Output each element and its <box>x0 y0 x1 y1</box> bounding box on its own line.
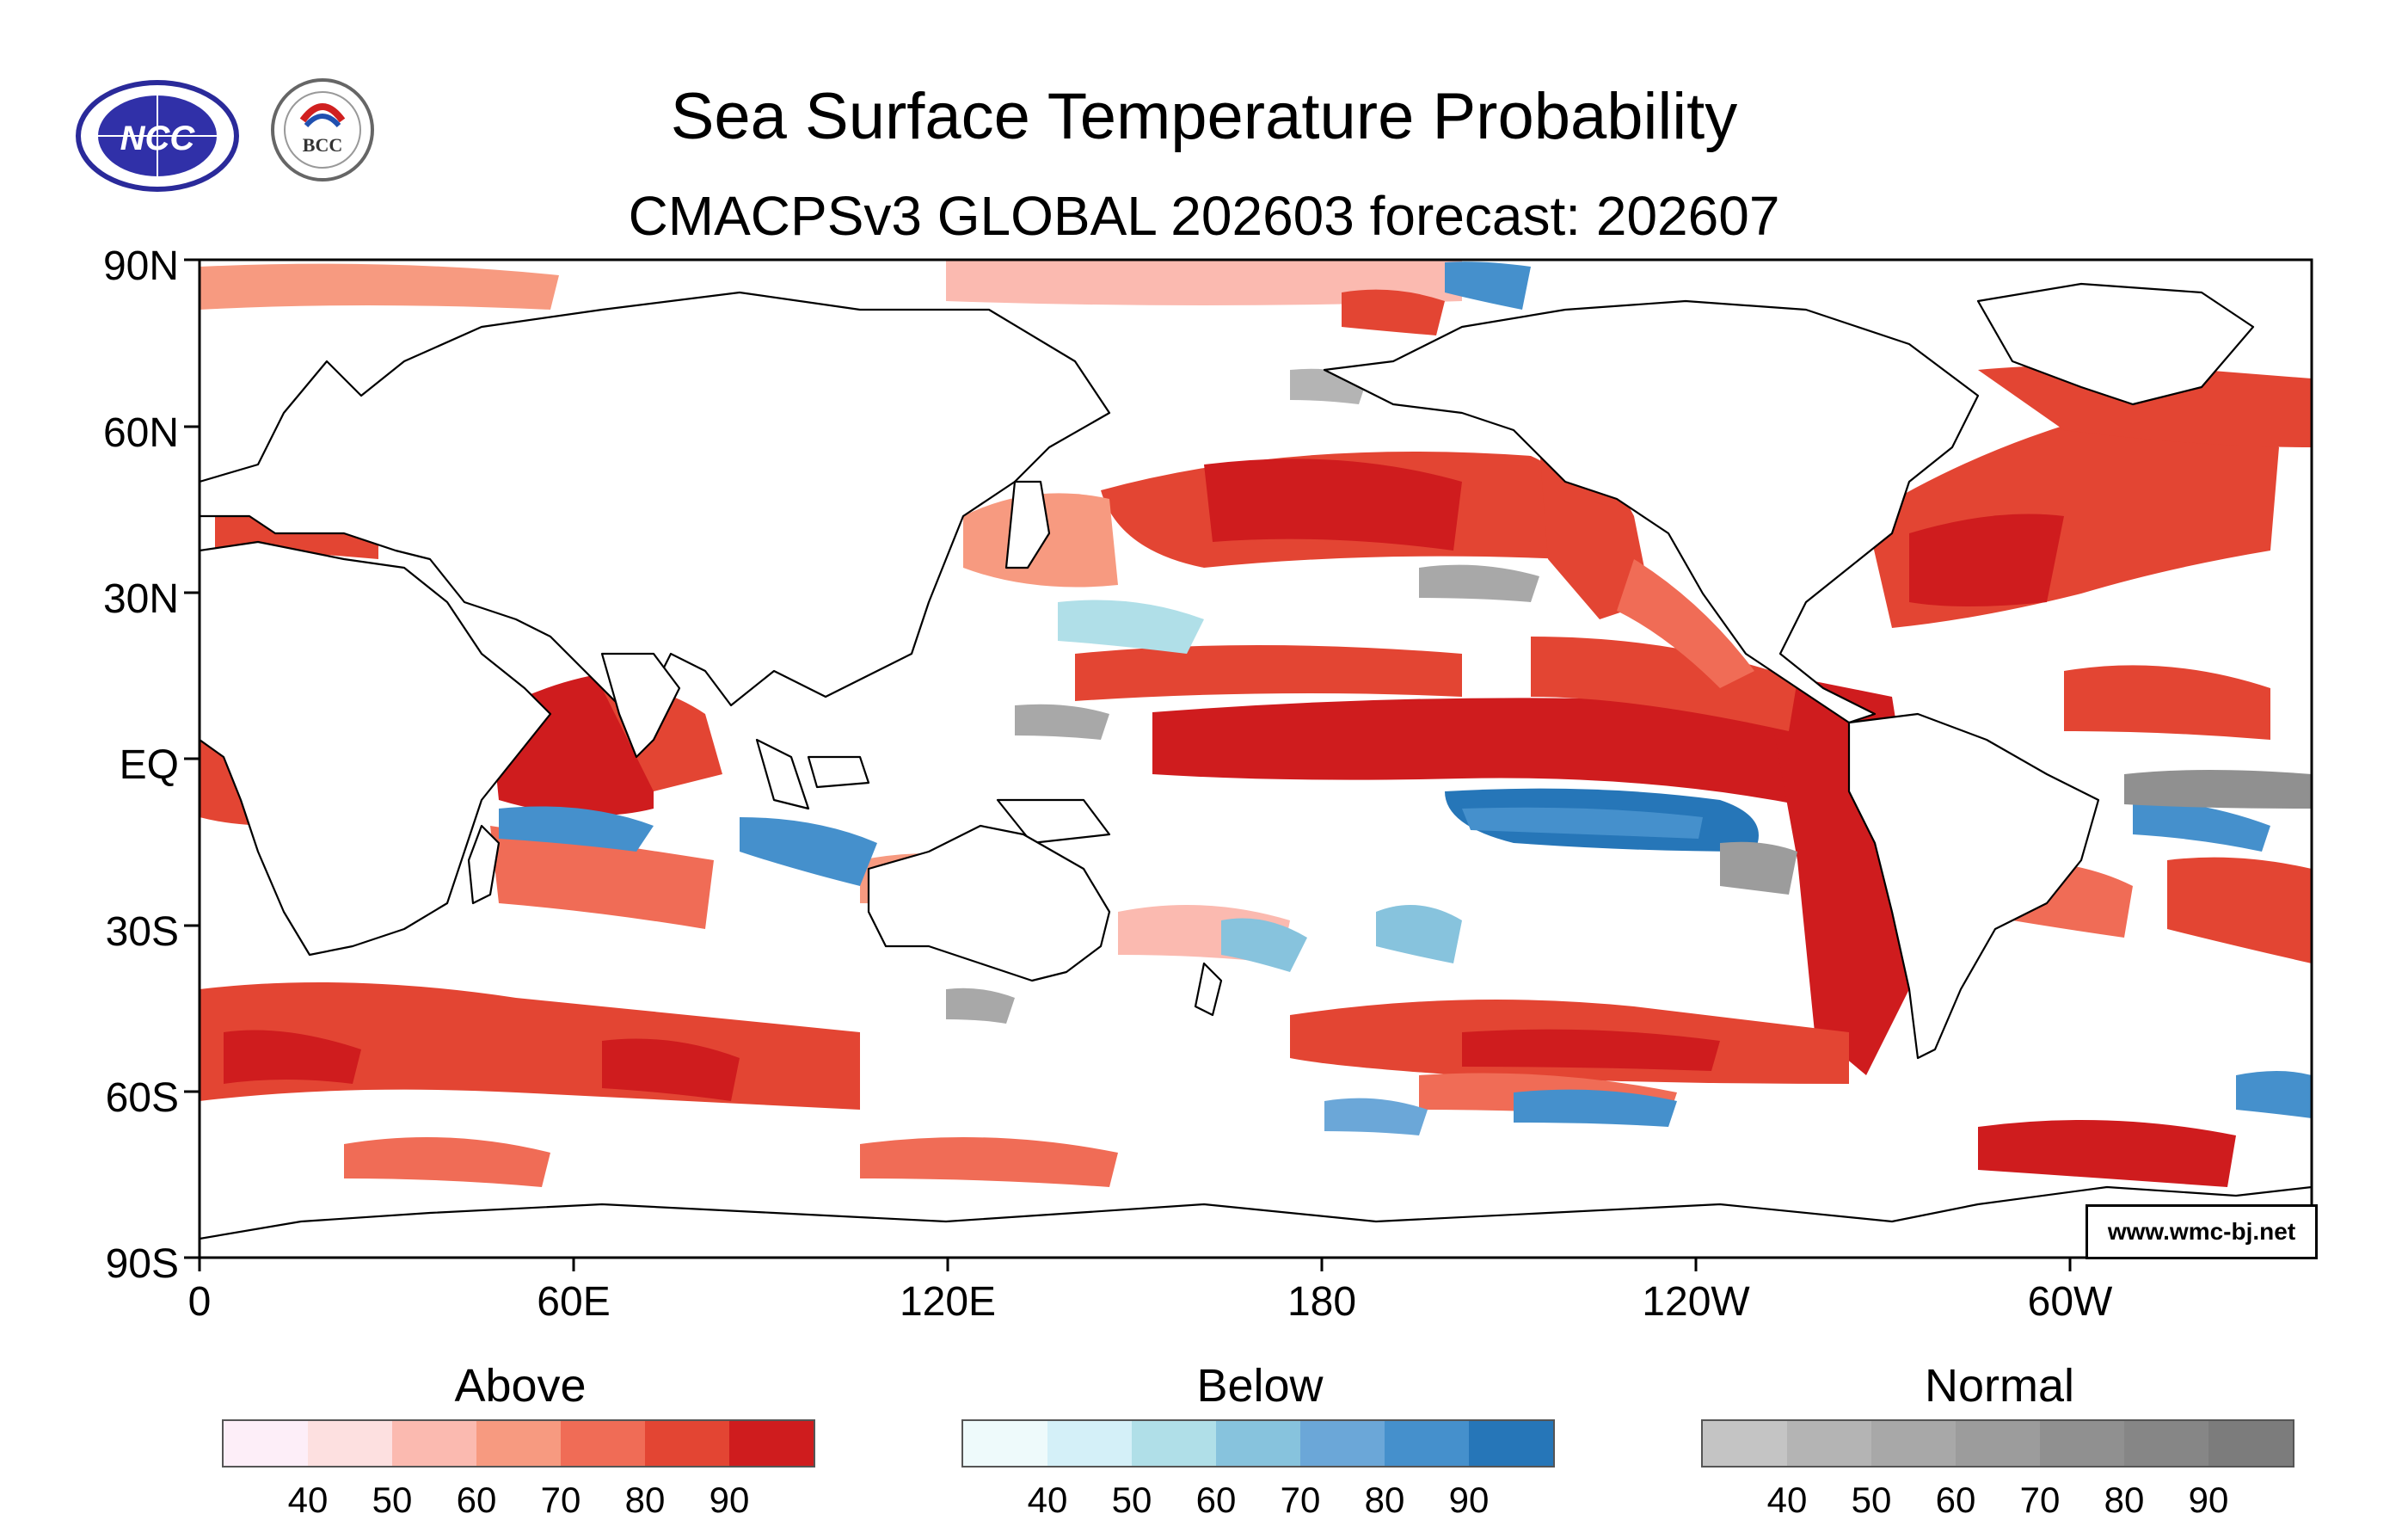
india <box>600 652 681 759</box>
legend-above-tick: 90 <box>709 1480 750 1520</box>
legend-normal-tick: 70 <box>2019 1480 2061 1520</box>
legend-above-swatch <box>392 1421 476 1466</box>
legend-above-swatch <box>308 1421 392 1466</box>
y-label-60n: 60N <box>102 410 179 456</box>
legend-normal-swatch <box>1787 1421 1871 1466</box>
y-label-60s: 60S <box>105 1075 179 1121</box>
y-label-30s: 30S <box>105 909 179 955</box>
x-label-60e: 60E <box>537 1279 611 1325</box>
legend-above-tick: 80 <box>624 1480 666 1520</box>
x-label-180: 180 <box>1287 1279 1357 1325</box>
legend-below-bar <box>961 1419 1555 1468</box>
legend-above-swatch <box>645 1421 729 1466</box>
legend-normal-title: Normal <box>1924 1360 2075 1412</box>
south-america <box>1847 712 2100 1060</box>
legend-below-tick: 90 <box>1448 1480 1490 1520</box>
bcc-logo-text: BCC <box>303 134 342 156</box>
y-label-eq: EQ <box>119 742 179 788</box>
new-zealand <box>1194 962 1223 1017</box>
legend-below-swatch <box>1132 1421 1216 1466</box>
y-label-90s: 90S <box>105 1241 179 1287</box>
borneo <box>807 755 870 789</box>
near-normal-regions <box>946 368 2312 1024</box>
australia <box>867 824 1111 982</box>
x-label-60w: 60W <box>2027 1279 2113 1325</box>
ncc-logo: NCC <box>76 80 239 192</box>
legend-above-tick: 40 <box>287 1480 329 1520</box>
legend-above-swatch <box>224 1421 308 1466</box>
legend-above-swatch <box>729 1421 814 1466</box>
legend-normal-tick: 90 <box>2188 1480 2229 1520</box>
legend-normal-swatch <box>2124 1421 2208 1466</box>
legend-normal-swatch <box>1871 1421 1956 1466</box>
y-label-30n: 30N <box>102 576 179 622</box>
legend-below-tick: 70 <box>1280 1480 1321 1520</box>
eurasia <box>200 291 1111 724</box>
y-label-90n: 90N <box>102 243 179 289</box>
legend-above-tick: 60 <box>456 1480 497 1520</box>
legend-normal-swatch <box>2040 1421 2124 1466</box>
legend-below-title: Below <box>1196 1360 1324 1412</box>
legend-normal-tick: 50 <box>1851 1480 1892 1520</box>
legend-below-swatch <box>1469 1421 1553 1466</box>
legend-below-tick: 60 <box>1195 1480 1237 1520</box>
legend-above-tick: 70 <box>540 1480 581 1520</box>
legend-above-swatch <box>561 1421 645 1466</box>
legend-below-swatch <box>963 1421 1047 1466</box>
x-label-120e: 120E <box>899 1279 997 1325</box>
legend-below-tick: 50 <box>1111 1480 1152 1520</box>
legend-normal-swatch <box>1956 1421 2040 1466</box>
legend-below-swatch <box>1216 1421 1300 1466</box>
legend-normal-tick: 60 <box>1935 1480 1976 1520</box>
legend-normal-swatch <box>2208 1421 2293 1466</box>
bcc-logo: BCC <box>271 78 374 182</box>
x-ticks <box>198 1258 2072 1271</box>
legend-below-swatch <box>1300 1421 1385 1466</box>
new-guinea <box>996 798 1111 845</box>
legend-normal-tick: 80 <box>2104 1480 2145 1520</box>
north-america <box>1323 299 1980 724</box>
x-label-120w: 120W <box>1642 1279 1750 1325</box>
legend-normal-tick: 40 <box>1766 1480 1808 1520</box>
antarctica <box>200 1185 2312 1258</box>
legend-below-swatch <box>1385 1421 1469 1466</box>
legend-normal-swatch <box>1703 1421 1787 1466</box>
continents <box>200 282 2312 1258</box>
map-subtitle: CMACPSv3 GLOBAL 202603 forecast: 202607 <box>628 185 1780 247</box>
map-title: Sea Surface Temperature Probability <box>670 80 1738 153</box>
y-ticks <box>184 258 200 1259</box>
legend-above-swatch <box>476 1421 561 1466</box>
x-label-0: 0 <box>187 1279 212 1325</box>
sumatra <box>755 738 810 810</box>
africa <box>200 540 552 957</box>
legend-above-title: Above <box>454 1360 587 1412</box>
below-normal-regions <box>499 262 2312 1135</box>
greenland <box>1976 282 2255 406</box>
legend-normal-bar <box>1701 1419 2294 1468</box>
legend-above-tick: 50 <box>372 1480 413 1520</box>
ncc-logo-text: NCC <box>120 120 196 157</box>
madagascar <box>467 824 501 905</box>
legend-below-tick: 40 <box>1027 1480 1068 1520</box>
credit-label: www.wmc-bj.net <box>2086 1204 2318 1259</box>
japan <box>1004 480 1051 569</box>
legend-below-swatch <box>1047 1421 1132 1466</box>
legend-above-bar <box>222 1419 815 1468</box>
legend-below-tick: 80 <box>1364 1480 1405 1520</box>
